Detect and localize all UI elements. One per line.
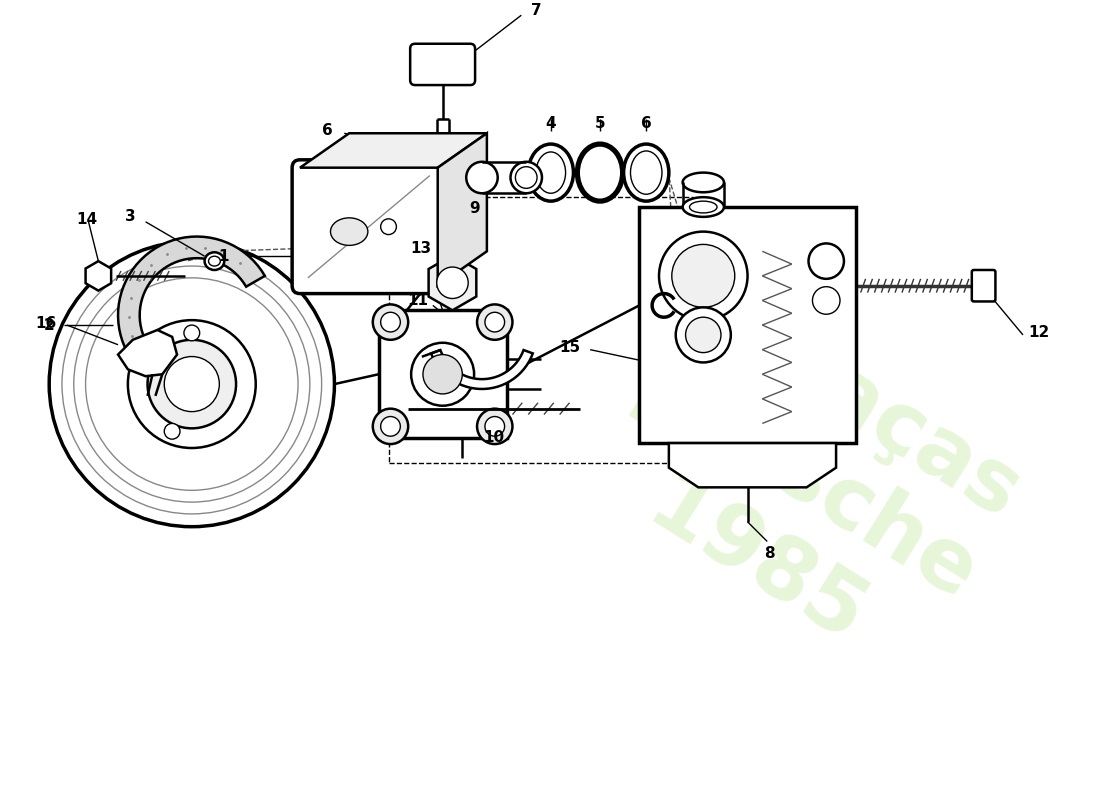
Text: 5: 5 [595, 116, 605, 131]
Text: 1: 1 [219, 249, 229, 264]
Bar [388, 197, 693, 462]
Text: 6: 6 [641, 116, 651, 131]
Ellipse shape [683, 197, 724, 217]
Ellipse shape [510, 162, 542, 194]
Ellipse shape [402, 141, 444, 155]
Text: 12: 12 [1027, 325, 1049, 340]
Bar [378, 310, 507, 438]
Text: 11: 11 [407, 293, 428, 308]
Circle shape [74, 266, 310, 502]
Circle shape [659, 232, 748, 320]
Ellipse shape [205, 252, 224, 270]
Text: 13: 13 [410, 242, 431, 257]
Circle shape [381, 312, 400, 332]
Text: 3: 3 [125, 210, 135, 224]
Circle shape [128, 320, 255, 448]
Ellipse shape [679, 251, 728, 301]
Circle shape [184, 325, 200, 341]
Ellipse shape [209, 256, 220, 266]
FancyBboxPatch shape [971, 270, 996, 302]
Circle shape [675, 307, 730, 362]
Ellipse shape [690, 201, 717, 213]
Text: 14: 14 [76, 212, 97, 227]
Circle shape [485, 417, 505, 436]
Polygon shape [438, 134, 487, 286]
Text: 4: 4 [546, 116, 557, 131]
FancyBboxPatch shape [410, 44, 475, 85]
Circle shape [86, 278, 298, 490]
Polygon shape [431, 350, 532, 389]
Circle shape [672, 245, 735, 307]
Ellipse shape [683, 173, 724, 192]
Circle shape [373, 409, 408, 444]
Ellipse shape [578, 144, 623, 201]
Circle shape [411, 342, 474, 406]
Circle shape [485, 312, 505, 332]
Text: 9: 9 [469, 201, 480, 216]
Bar [639, 207, 856, 443]
Circle shape [477, 305, 513, 340]
Polygon shape [118, 237, 265, 394]
Circle shape [373, 305, 408, 340]
Polygon shape [669, 443, 836, 487]
Circle shape [424, 354, 462, 394]
Circle shape [62, 254, 321, 514]
Text: 10: 10 [483, 430, 504, 446]
Circle shape [437, 267, 469, 298]
Text: 7: 7 [531, 3, 542, 18]
Circle shape [164, 357, 219, 412]
Polygon shape [86, 261, 111, 290]
Text: 8: 8 [763, 546, 774, 562]
FancyBboxPatch shape [293, 160, 446, 294]
Text: 16: 16 [36, 315, 57, 330]
Ellipse shape [536, 152, 565, 194]
Text: 6: 6 [321, 123, 332, 138]
Circle shape [381, 219, 396, 234]
Circle shape [808, 243, 844, 279]
Polygon shape [300, 134, 487, 168]
Text: 2: 2 [43, 318, 54, 333]
Ellipse shape [624, 144, 669, 201]
Ellipse shape [528, 144, 573, 201]
Circle shape [477, 409, 513, 444]
Circle shape [685, 317, 720, 353]
Ellipse shape [466, 162, 497, 194]
Circle shape [813, 286, 840, 314]
Polygon shape [429, 255, 476, 310]
Text: a paças
porsche
1985: a paças porsche 1985 [570, 264, 1043, 702]
Text: 15: 15 [559, 340, 581, 355]
Ellipse shape [330, 218, 367, 246]
Ellipse shape [516, 166, 537, 188]
Ellipse shape [395, 137, 451, 159]
Circle shape [50, 242, 334, 526]
Ellipse shape [630, 151, 662, 194]
Circle shape [381, 417, 400, 436]
Circle shape [147, 340, 236, 428]
Circle shape [164, 423, 180, 439]
Polygon shape [118, 330, 177, 376]
